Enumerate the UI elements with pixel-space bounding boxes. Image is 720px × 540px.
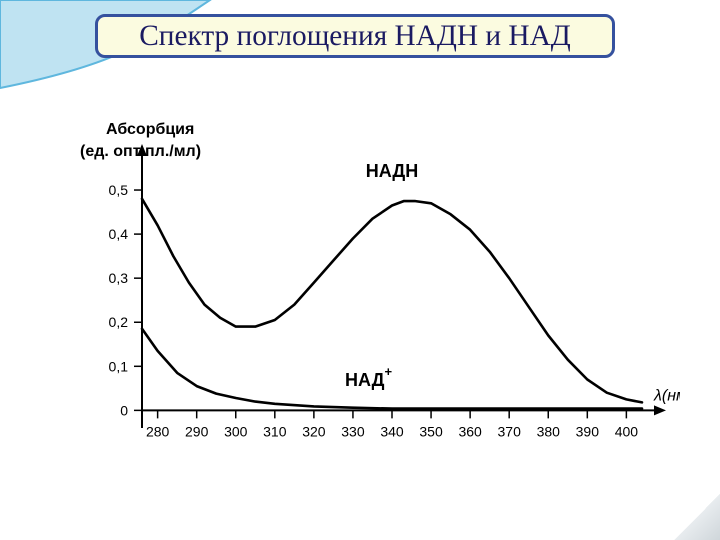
x-tick-label: 280 <box>146 423 170 439</box>
x-tick-label: 400 <box>615 423 639 439</box>
y-tick-label: 0,2 <box>109 314 129 330</box>
x-tick-label: 310 <box>263 423 287 439</box>
absorption-chart: Абсорбция(ед. опт пл./мл)λ(нм)2802903003… <box>60 110 680 510</box>
x-tick-label: 330 <box>341 423 365 439</box>
title-box: Спектр поглощения НАДН и НАД <box>95 14 615 58</box>
x-tick-label: 380 <box>537 423 561 439</box>
x-axis-arrow <box>654 405 666 415</box>
y-tick-label: 0,5 <box>109 182 129 198</box>
y-tick-label: 0 <box>120 402 128 418</box>
x-tick-label: 340 <box>380 423 404 439</box>
x-tick-label: 350 <box>419 423 443 439</box>
y-tick-label: 0,4 <box>109 226 129 242</box>
series-label-НАДН: НАДН <box>366 161 419 181</box>
x-axis-label: λ(нм) <box>653 387 680 404</box>
x-tick-label: 290 <box>185 423 209 439</box>
chart-svg: Абсорбция(ед. опт пл./мл)λ(нм)2802903003… <box>60 110 680 510</box>
x-tick-label: 390 <box>576 423 600 439</box>
y-axis-label-line1: Абсорбция <box>106 121 194 138</box>
x-tick-label: 370 <box>498 423 522 439</box>
x-tick-label: 360 <box>458 423 482 439</box>
series-label-НАД+: НАД+ <box>345 364 393 390</box>
x-tick-label: 320 <box>302 423 326 439</box>
x-tick-label: 300 <box>224 423 248 439</box>
y-tick-label: 0,1 <box>109 358 129 374</box>
page-curl <box>674 494 720 540</box>
title-text: Спектр поглощения НАДН и НАД <box>139 20 571 53</box>
y-tick-label: 0,3 <box>109 270 129 286</box>
